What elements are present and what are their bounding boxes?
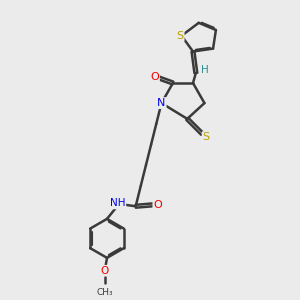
Text: NH: NH bbox=[110, 198, 125, 208]
Text: S: S bbox=[176, 31, 184, 41]
Text: S: S bbox=[202, 132, 210, 142]
Text: O: O bbox=[153, 200, 162, 210]
Text: O: O bbox=[150, 72, 159, 82]
Text: N: N bbox=[157, 98, 166, 108]
Text: H: H bbox=[201, 65, 209, 75]
Text: CH₃: CH₃ bbox=[96, 288, 113, 297]
Text: O: O bbox=[100, 266, 109, 276]
